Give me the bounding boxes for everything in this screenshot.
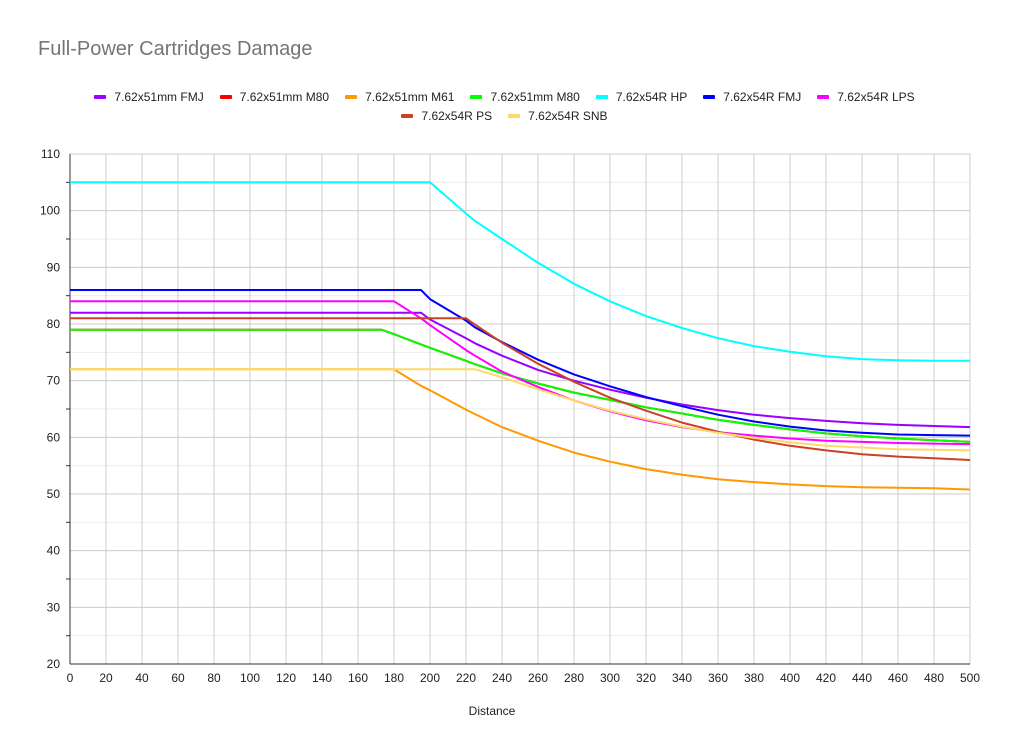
x-tick-label: 340: [672, 671, 692, 685]
legend-item[interactable]: 7.62x54R HP: [595, 89, 688, 104]
series-line: [70, 368, 971, 491]
x-tick-label: 420: [816, 671, 836, 685]
legend-item[interactable]: 7.62x51mm FMJ: [94, 89, 204, 104]
x-tick-label: 160: [348, 671, 368, 685]
legend-item[interactable]: 7.62x51mm M80: [219, 89, 330, 104]
x-tick-label: 140: [312, 671, 332, 685]
legend-swatch-icon: [508, 113, 521, 118]
legend-swatch-icon: [595, 94, 608, 99]
x-tick-label: 500: [960, 671, 980, 685]
y-tick-label: 80: [47, 317, 61, 331]
legend-label: 7.62x54R LPS: [837, 89, 915, 104]
legend-row: 7.62x54R PS 7.62x54R SNB: [0, 106, 1009, 125]
y-tick-label: 110: [41, 147, 60, 161]
legend-swatch-icon: [94, 94, 107, 99]
y-tick-label: 20: [47, 657, 61, 671]
y-tick-label: 30: [47, 600, 61, 614]
legend-swatch-icon: [345, 94, 358, 99]
y-tick-label: 70: [47, 374, 61, 388]
legend-label: 7.62x54R HP: [615, 89, 688, 104]
legend-row: 7.62x51mm FMJ 7.62x51mm M80 7.62x51mm M61 7…: [0, 87, 1009, 106]
legend-label: 7.62x54R FMJ: [723, 89, 802, 104]
x-tick-label: 80: [207, 671, 221, 685]
legend-label: 7.62x51mm M61: [365, 89, 455, 104]
x-tick-label: 460: [888, 671, 908, 685]
legend-item[interactable]: 7.62x54R SNB: [508, 108, 608, 123]
x-tick-label: 400: [780, 671, 800, 685]
legend-item[interactable]: 7.62x51mm M61: [345, 90, 454, 104]
x-tick-label: 100: [240, 671, 260, 685]
x-tick-label: 0: [67, 671, 74, 685]
x-tick-label: 440: [852, 671, 872, 685]
chart-title: Full-Power Cartridges Damage: [38, 38, 313, 60]
legend-item[interactable]: 7.62x54R LPS: [817, 89, 915, 104]
legend-label: 7.62x54R SNB: [528, 108, 608, 123]
legend-label: 7.62x51mm M80: [239, 89, 330, 104]
series-line: [70, 328, 971, 443]
x-tick-label: 380: [744, 671, 764, 685]
legend-swatch-icon: [401, 113, 414, 118]
x-tick-label: 480: [924, 671, 944, 685]
x-tick-label: 120: [276, 671, 296, 685]
x-tick-label: 220: [456, 671, 476, 685]
x-tick-label: 40: [135, 671, 149, 685]
x-axis-title: Distance: [469, 704, 516, 718]
series-line: [70, 317, 971, 461]
legend-swatch-icon: [470, 94, 483, 99]
y-tick-label: 90: [47, 260, 61, 274]
legend-item[interactable]: 7.62x51mm M80: [470, 89, 580, 104]
legend-label: 7.62x54R PS: [421, 108, 493, 123]
y-tick-label: 50: [47, 487, 61, 501]
legend-item[interactable]: 7.62x54R PS: [401, 109, 492, 123]
x-tick-label: 360: [708, 671, 728, 685]
x-tick-label: 300: [600, 671, 620, 685]
x-tick-label: 200: [420, 671, 440, 685]
series-line: [70, 181, 970, 362]
x-tick-label: 280: [564, 671, 584, 685]
x-tick-label: 20: [99, 671, 113, 685]
legend: 7.62x51mm FMJ 7.62x51mm M80 7.62x51mm M61 7…: [0, 87, 1009, 125]
series-line: [70, 300, 971, 446]
legend-swatch-icon: [817, 94, 830, 99]
legend-swatch-icon: [703, 94, 716, 99]
x-tick-label: 180: [384, 671, 404, 685]
series-line: [70, 289, 971, 437]
y-tick-label: 100: [40, 204, 60, 218]
x-tick-label: 320: [636, 671, 656, 685]
series-line: [70, 328, 971, 443]
x-tick-label: 240: [492, 671, 512, 685]
y-tick-label: 40: [47, 544, 61, 558]
x-tick-label: 60: [171, 671, 185, 685]
legend-label: 7.62x51mm M80: [490, 89, 580, 104]
series-line: [70, 368, 971, 452]
y-tick-label: 60: [47, 430, 61, 444]
x-tick-label: 260: [528, 671, 548, 685]
legend-label: 7.62x51mm FMJ: [114, 89, 204, 104]
legend-item[interactable]: 7.62x54R FMJ: [703, 90, 801, 104]
series-line: [70, 311, 971, 429]
legend-swatch-icon: [219, 94, 232, 99]
